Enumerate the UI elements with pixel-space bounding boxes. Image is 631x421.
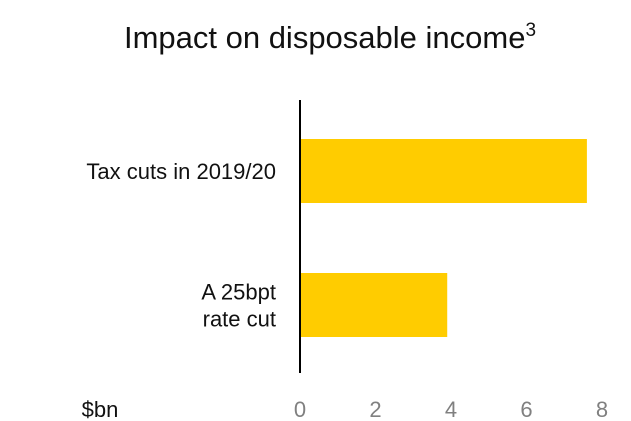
bar-2 bbox=[300, 273, 448, 337]
bar-1 bbox=[300, 139, 587, 203]
category-label-line: rate cut bbox=[203, 307, 276, 332]
category-label-1: Tax cuts in 2019/20 bbox=[86, 159, 276, 184]
x-tick-labels: 0 2 4 6 8 bbox=[294, 397, 608, 421]
chart-title-superscript: 3 bbox=[525, 20, 536, 41]
x-tick-label: 2 bbox=[369, 397, 381, 421]
category-label-2: A 25bpt rate cut bbox=[201, 280, 276, 332]
category-label-line: A 25bpt bbox=[201, 280, 276, 305]
unit-label: $bn bbox=[82, 397, 119, 421]
category-label-line: Tax cuts in 2019/20 bbox=[86, 159, 276, 184]
x-tick-label: 4 bbox=[445, 397, 457, 421]
bars-layer bbox=[300, 139, 587, 337]
x-tick-label: 6 bbox=[520, 397, 532, 421]
category-labels: Tax cuts in 2019/20 A 25bpt rate cut bbox=[86, 159, 276, 332]
x-tick-label: 0 bbox=[294, 397, 306, 421]
chart-title-text: Impact on disposable income bbox=[124, 20, 526, 55]
chart-title: Impact on disposable income3 bbox=[124, 20, 536, 55]
x-tick-label: 8 bbox=[596, 397, 608, 421]
